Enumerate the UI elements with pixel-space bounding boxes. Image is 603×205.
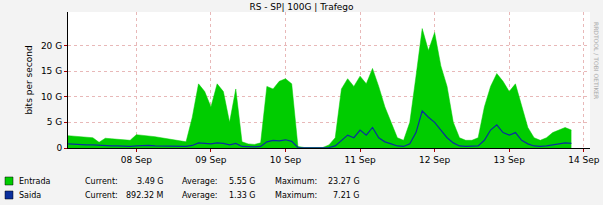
svg-text:Average:: Average: <box>182 177 218 186</box>
svg-text:Average:: Average: <box>182 191 218 200</box>
svg-text:892.32 M: 892.32 M <box>126 191 164 200</box>
svg-text:13 Sep: 13 Sep <box>494 155 526 165</box>
svg-text:Saida: Saida <box>19 191 41 200</box>
svg-text:Maximum:: Maximum: <box>275 177 317 186</box>
svg-text:12 Sep: 12 Sep <box>419 155 451 165</box>
svg-text:5.55 G: 5.55 G <box>229 177 256 186</box>
svg-text:20 G: 20 G <box>41 41 62 51</box>
svg-text:RRDTOOL / TOBI OETIKER: RRDTOOL / TOBI OETIKER <box>593 22 600 99</box>
svg-text:15 G: 15 G <box>41 66 62 76</box>
svg-text:Maximum:: Maximum: <box>275 191 317 200</box>
svg-text:08 Sep: 08 Sep <box>121 155 153 165</box>
svg-text:0: 0 <box>56 143 62 153</box>
svg-text:Current:: Current: <box>85 191 118 200</box>
svg-text:bits per second: bits per second <box>24 45 34 114</box>
svg-text:Current:: Current: <box>85 177 118 186</box>
svg-text:Entrada: Entrada <box>19 177 51 186</box>
svg-text:5 G: 5 G <box>47 117 63 127</box>
svg-text:10 G: 10 G <box>41 92 62 102</box>
svg-text:3.49 G: 3.49 G <box>137 177 164 186</box>
svg-text:1.33 G: 1.33 G <box>229 191 256 200</box>
svg-text:09 Sep: 09 Sep <box>195 155 227 165</box>
svg-text:14 Sep: 14 Sep <box>568 155 600 165</box>
svg-text:7.21 G: 7.21 G <box>333 191 360 200</box>
svg-text:23.27 G: 23.27 G <box>328 177 360 186</box>
svg-text:10 Sep: 10 Sep <box>270 155 302 165</box>
svg-text:RS - SP| 100G | Trafego: RS - SP| 100G | Trafego <box>249 2 354 12</box>
svg-text:11 Sep: 11 Sep <box>344 155 376 165</box>
